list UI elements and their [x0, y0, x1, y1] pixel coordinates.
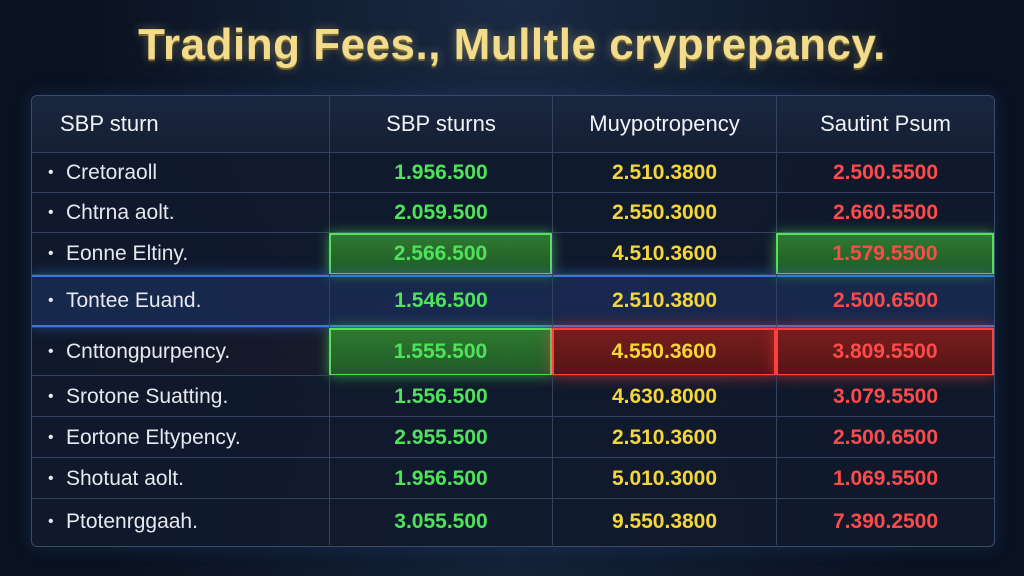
row-label: • Shotuat aolt.: [32, 458, 329, 499]
value-text: 2.500.5500: [832, 161, 939, 184]
bullet-icon: •: [48, 245, 54, 262]
row-label-text: Tontee Euand.: [66, 289, 202, 312]
column-header: Muypotropency: [552, 96, 776, 152]
value-text: 7.390.2500: [832, 510, 939, 533]
table-row: • Ptotenrggaah. 3.055.500 9.550.3800 7.390.2…: [32, 498, 994, 545]
value-text: 1.956.500: [394, 161, 488, 184]
value-text: 2.510.3800: [611, 289, 718, 312]
value-cell: 1.069.5500: [776, 458, 994, 499]
table-row: • Srotone Suatting. 1.556.500 4.630.8000 3.0…: [32, 375, 994, 417]
value-text: 2.660.5500: [832, 201, 939, 224]
row-label: • Cnttongpurpency.: [32, 328, 329, 376]
value-cell: 3.809.5500: [776, 328, 994, 376]
row-label-text: Srotone Suatting.: [66, 384, 229, 408]
value-cell: 1.556.500: [329, 376, 552, 417]
bullet-icon: •: [48, 469, 54, 487]
bullet-icon: •: [48, 164, 54, 181]
value-text: 1.546.500: [394, 289, 488, 312]
column-header: Sautint Psum: [776, 96, 994, 152]
value-text: 2.500.6500: [832, 425, 939, 449]
value-text: 4.630.8000: [611, 384, 718, 408]
table-row: • Chtrna aolt. 2.059.500 2.550.3000 2.660.55…: [32, 192, 994, 233]
row-label-text: Cnttongpurpency.: [66, 340, 231, 363]
value-text: 1.555.500: [393, 340, 488, 363]
value-cell: 7.390.2500: [776, 499, 994, 545]
row-label-text: Cretoraoll: [66, 161, 158, 184]
value-text: 3.809.5500: [832, 340, 938, 363]
value-text: 1.069.5500: [832, 466, 939, 490]
row-label: • Tontee Euand.: [32, 275, 329, 327]
value-cell: 2.500.6500: [776, 417, 994, 458]
value-text: 5.010.3000: [611, 466, 718, 490]
row-label-text: Chtrna aolt.: [66, 201, 175, 224]
value-text: 3.055.500: [394, 510, 488, 533]
row-label-text: Ptotenrggaah.: [66, 510, 198, 533]
value-cell: 2.510.3800: [552, 275, 776, 327]
chart-title: Trading Fees., Mulltle cryprepancy.: [138, 20, 886, 69]
table-row: • Eortone Eltypency. 2.955.500 2.510.3600 2.…: [32, 416, 994, 458]
value-cell: 5.010.3000: [552, 458, 776, 499]
bullet-icon: •: [48, 292, 54, 309]
row-label: • Srotone Suatting.: [32, 376, 329, 417]
value-text: 2.510.3800: [611, 161, 718, 184]
value-text: 4.510.3600: [611, 242, 718, 265]
fees-table: SBP sturn SBP sturns Muypotropency Sauti…: [31, 95, 995, 547]
value-cell: 2.059.500: [329, 193, 552, 233]
value-cell: 4.630.8000: [552, 376, 776, 417]
row-label: • Cretoraoll: [32, 153, 329, 193]
value-cell: 9.550.3800: [552, 499, 776, 545]
table-row: • Shotuat aolt. 1.956.500 5.010.3000 1.069.5…: [32, 457, 994, 499]
value-text: 2.059.500: [394, 201, 488, 224]
value-cell: 2.500.5500: [776, 153, 994, 193]
value-cell: 2.566.500: [329, 233, 552, 275]
value-cell: 2.500.6500: [776, 275, 994, 327]
value-cell: 2.510.3800: [552, 153, 776, 193]
bullet-icon: •: [48, 513, 54, 530]
bullet-icon: •: [48, 343, 54, 360]
value-text: 2.550.3000: [611, 201, 718, 224]
value-text: 4.550.3600: [611, 340, 717, 363]
row-label: • Eortone Eltypency.: [32, 417, 329, 458]
value-cell: 1.579.5500: [776, 233, 994, 275]
value-cell: 4.550.3600: [552, 328, 776, 376]
bullet-icon: •: [48, 387, 54, 405]
row-label: • Ptotenrggaah.: [32, 499, 329, 545]
value-cell: 2.660.5500: [776, 193, 994, 233]
row-label: • Eonne Eltiny.: [32, 233, 329, 275]
value-cell: 3.055.500: [329, 499, 552, 545]
value-text: 1.556.500: [394, 384, 488, 408]
value-cell: 2.510.3600: [552, 417, 776, 458]
table-row: • Cretoraoll 1.956.500 2.510.3800 2.500.5500: [32, 152, 994, 193]
table-row: • Eonne Eltiny. 2.566.500 4.510.3600 1.579.5…: [32, 232, 994, 275]
table-header-row: SBP sturn SBP sturns Muypotropency Sauti…: [32, 96, 994, 153]
value-text: 2.566.500: [393, 242, 488, 265]
value-cell: 2.955.500: [329, 417, 552, 458]
value-cell: 4.510.3600: [552, 233, 776, 275]
table-row: • Cnttongpurpency. 1.555.500 4.550.3600 3.80…: [32, 327, 994, 376]
value-text: 1.956.500: [394, 466, 488, 490]
value-text: 1.579.5500: [832, 242, 938, 265]
bullet-icon: •: [48, 204, 54, 221]
value-cell: 1.956.500: [329, 458, 552, 499]
value-cell: 1.546.500: [329, 275, 552, 327]
value-text: 9.550.3800: [611, 510, 718, 533]
value-text: 2.500.6500: [832, 289, 939, 312]
value-cell: 2.550.3000: [552, 193, 776, 233]
value-cell: 1.956.500: [329, 153, 552, 193]
value-cell: 1.555.500: [329, 328, 552, 376]
value-cell: 3.079.5500: [776, 376, 994, 417]
column-header: SBP sturn: [60, 111, 159, 136]
bullet-icon: •: [48, 428, 54, 446]
row-label-text: Eortone Eltypency.: [66, 425, 241, 449]
row-label-text: Eonne Eltiny.: [66, 242, 189, 265]
row-label-text: Shotuat aolt.: [66, 466, 184, 490]
table-row: • Tontee Euand. 1.546.500 2.510.3800 2.500.6…: [32, 274, 994, 327]
row-label: • Chtrna aolt.: [32, 193, 329, 233]
value-text: 2.510.3600: [611, 425, 718, 449]
value-text: 3.079.5500: [832, 384, 939, 408]
value-text: 2.955.500: [394, 425, 488, 449]
column-header: SBP sturns: [329, 96, 552, 152]
